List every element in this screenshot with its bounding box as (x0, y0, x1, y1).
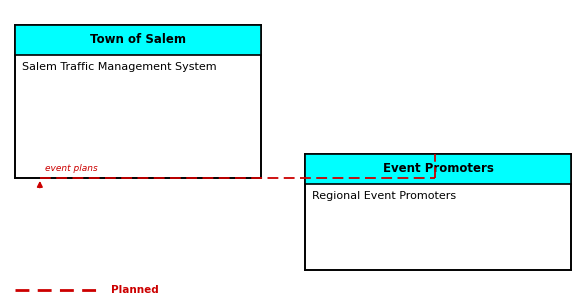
Bar (305, 154, 571, 184)
Text: Event Promoters: Event Promoters (383, 162, 493, 175)
Text: Town of Salem: Town of Salem (90, 33, 186, 46)
Bar (305, 154, 571, 270)
Text: event plans: event plans (45, 164, 97, 173)
Text: Salem Traffic Management System: Salem Traffic Management System (22, 62, 216, 72)
Bar (15, 25, 261, 55)
Bar (15, 25, 261, 178)
Text: Planned: Planned (111, 285, 159, 295)
Text: Regional Event Promoters: Regional Event Promoters (312, 191, 456, 201)
